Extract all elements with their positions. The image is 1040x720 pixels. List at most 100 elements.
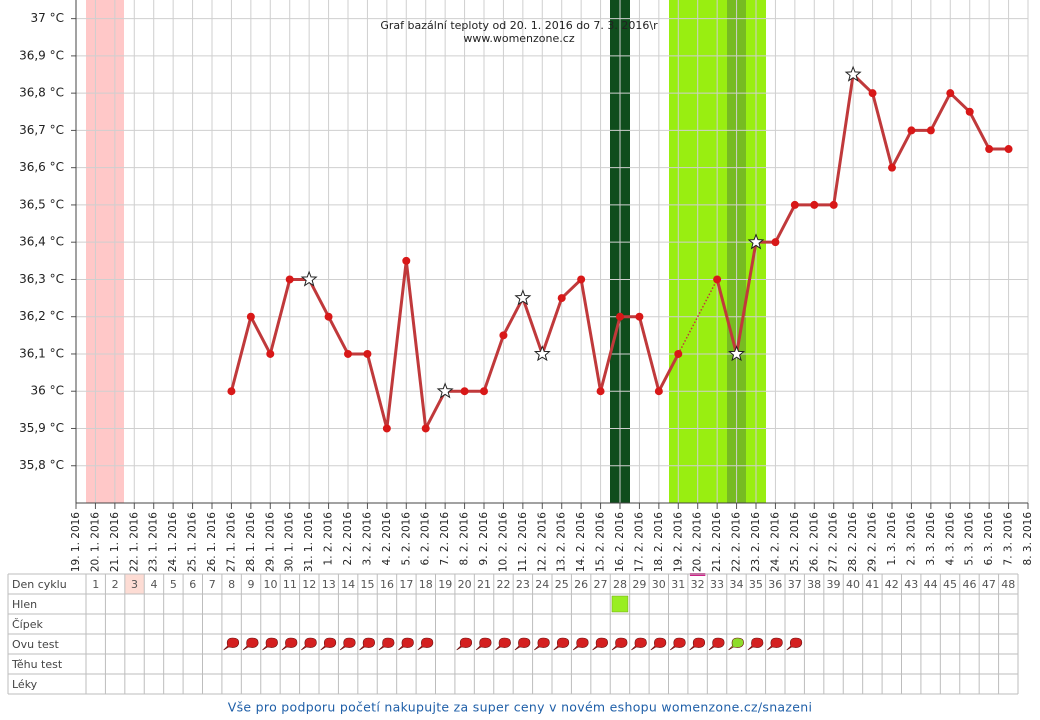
x-tick-label: 26. 1. 2016 [206, 512, 218, 572]
x-tick-label: 21. 1. 2016 [109, 512, 121, 572]
point [926, 126, 935, 135]
ovu-icon [786, 637, 803, 651]
y-tick-label: 36,4 °C [19, 235, 64, 249]
x-tick-label: 7. 2. 2016 [439, 512, 451, 566]
ovu-icon [767, 637, 783, 651]
x-tick-label: 25. 2. 2016 [789, 512, 801, 572]
cycle-day: 10 [263, 578, 277, 591]
point [790, 200, 799, 209]
y-tick-label: 36,2 °C [19, 309, 64, 323]
row-label: Den cyklu [12, 578, 67, 591]
x-tick-label: 10. 2. 2016 [497, 512, 509, 572]
y-tick-label: 36,8 °C [19, 86, 64, 100]
point [654, 387, 663, 396]
cycle-day: 31 [671, 578, 685, 591]
cycle-day: 8 [228, 578, 235, 591]
cycle-day: 38 [807, 578, 821, 591]
point [382, 424, 391, 433]
x-tick-label: 23. 2. 2016 [750, 512, 762, 572]
point [771, 238, 780, 247]
cycle-day: 30 [652, 578, 666, 591]
ovu-icon [553, 637, 570, 651]
x-tick-label: 28. 2. 2016 [847, 512, 859, 572]
point [402, 256, 411, 265]
point [868, 89, 877, 98]
x-tick-label: 9. 2. 2016 [478, 512, 490, 566]
point [460, 387, 469, 396]
cycle-day: 29 [632, 578, 646, 591]
x-tick-label: 19. 2. 2016 [672, 512, 684, 572]
x-tick-label: 15. 2. 2016 [595, 512, 607, 572]
cycle-day: 11 [283, 578, 297, 591]
star-point [514, 289, 532, 306]
cycle-day: 45 [943, 578, 957, 591]
point [266, 349, 275, 358]
cycle-day: 7 [209, 578, 216, 591]
point [577, 275, 586, 284]
row-label: Čípek [12, 618, 43, 631]
x-tick-label: 5. 3. 2016 [964, 512, 976, 566]
cycle-day: 47 [982, 578, 996, 591]
star-point [436, 382, 454, 399]
point [480, 387, 488, 396]
cycle-day: 17 [399, 578, 413, 591]
x-tick-label: 19. 1. 2016 [70, 512, 82, 572]
cycle-day: 22 [496, 578, 510, 591]
x-tick-label: 29. 2. 2016 [867, 512, 879, 572]
y-tick-label: 36,6 °C [19, 160, 64, 174]
table: Den cyklu Hlen Čípek Ovu test Těhu test Léky 1… [7, 573, 1019, 695]
point [421, 424, 430, 433]
cycle-day: 20 [458, 578, 472, 591]
cycle-day: 18 [419, 578, 433, 591]
x-tick-label: 1. 3. 2016 [886, 512, 898, 566]
cycle-day: 5 [170, 578, 177, 591]
ovu-icon [262, 637, 278, 651]
cycle-day: 6 [189, 578, 196, 591]
x-tick-label: 6. 3. 2016 [983, 512, 995, 566]
ovu-icon [398, 637, 414, 651]
ovu-icon [650, 637, 667, 651]
cycle-day: 4 [150, 578, 157, 591]
x-tick-label: 12. 2. 2016 [536, 512, 548, 572]
cycle-day: 2 [112, 578, 119, 591]
point [907, 126, 916, 135]
y-tick-label: 36 °C [31, 384, 64, 398]
point [616, 312, 624, 321]
x-tick-label: 22. 1. 2016 [128, 512, 140, 572]
point [285, 275, 294, 284]
cycle-day: 19 [438, 578, 452, 591]
ovu-icon [728, 637, 744, 651]
point [965, 107, 974, 116]
point [246, 312, 255, 321]
ovu-icon [417, 637, 434, 651]
cycle-day: 3 [131, 578, 138, 591]
footer-link[interactable]: Vše pro podporu početí nakupujte za supe… [228, 700, 812, 715]
cycle-day: 13 [322, 578, 336, 591]
cycle-day: 12 [302, 578, 316, 591]
ovu-icon [689, 637, 706, 651]
x-tick-label: 18. 2. 2016 [653, 512, 665, 572]
point [810, 200, 819, 209]
x-tick-label: 27. 2. 2016 [828, 512, 840, 572]
cycle-day: 43 [904, 578, 918, 591]
x-tick-label: 11. 2. 2016 [517, 512, 529, 572]
ovu-icon [631, 637, 647, 651]
row-label: Léky [12, 678, 38, 691]
x-tick-label: 25. 1. 2016 [187, 512, 199, 572]
period-band [86, 0, 124, 503]
ovu-icon [514, 637, 531, 651]
ovu-icon [475, 637, 492, 651]
x-tick-label: 24. 1. 2016 [167, 512, 179, 572]
ovu-icon [534, 637, 550, 651]
cycle-day: 27 [594, 578, 608, 591]
x-tick-label: 3. 2. 2016 [361, 512, 373, 566]
mucus-cell [611, 595, 629, 613]
cycle-day: 46 [962, 578, 976, 591]
cycle-day: 21 [477, 578, 491, 591]
x-tick-label: 26. 2. 2016 [808, 512, 820, 572]
cycle-day: 26 [574, 578, 588, 591]
x-tick-label: 28. 1. 2016 [245, 512, 257, 572]
cycle-day: 40 [846, 578, 860, 591]
cycle-day: 36 [768, 578, 782, 591]
